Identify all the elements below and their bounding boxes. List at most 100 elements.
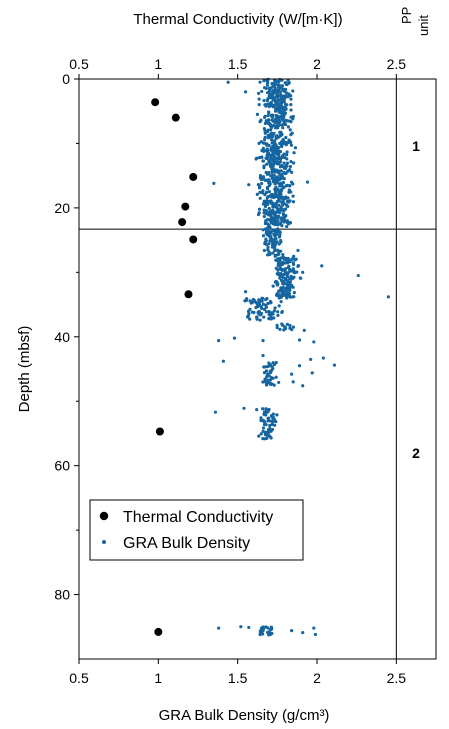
gra-bulk-density-point <box>276 227 280 231</box>
gra-bulk-density-point <box>282 272 286 276</box>
gra-bulk-density-point <box>279 169 283 173</box>
gra-bulk-density-point <box>270 170 274 174</box>
gra-bulk-density-point <box>283 111 288 115</box>
gra-bulk-density-point <box>270 115 275 119</box>
gra-bulk-density-point <box>270 427 275 432</box>
gra-bulk-density-point <box>269 301 273 305</box>
bottom-axis-tick-label: 2.5 <box>387 670 407 686</box>
gra-bulk-density-point <box>269 436 273 440</box>
gra-bulk-density-point <box>279 267 283 271</box>
gra-bulk-density-point <box>275 326 279 330</box>
gra-bulk-density-point <box>213 410 218 414</box>
gra-bulk-density-point <box>274 136 278 141</box>
gra-bulk-density-point <box>282 100 287 104</box>
gra-bulk-density-point <box>284 203 289 207</box>
gra-bulk-density-point <box>261 202 266 206</box>
gra-bulk-density-point <box>283 94 288 98</box>
gra-bulk-density-point <box>266 419 270 423</box>
gra-bulk-density-point <box>280 309 284 314</box>
gra-bulk-density-point <box>275 240 279 244</box>
gra-bulk-density-point <box>277 304 281 308</box>
bottom-axis-title: GRA Bulk Density (g/cm³) <box>159 707 330 724</box>
gra-bulk-density-point <box>264 422 268 427</box>
gra-bulk-density-point <box>246 315 250 319</box>
gra-bulk-density-point <box>265 297 269 301</box>
gra-bulk-density-point <box>281 252 285 257</box>
gra-bulk-density-point <box>273 159 278 164</box>
y-axis-tick-label: 20 <box>54 200 70 216</box>
gra-bulk-density-point <box>290 629 294 633</box>
gra-bulk-density-point <box>285 219 289 223</box>
gra-bulk-density-point <box>276 214 281 218</box>
gra-bulk-density-point <box>273 245 277 249</box>
gra-bulk-density-point <box>310 371 314 375</box>
legend-marker-gra-bulk-density <box>102 540 106 544</box>
gra-bulk-density-point <box>298 276 302 280</box>
gra-bulk-density-point <box>287 138 291 142</box>
gra-bulk-density-point <box>267 316 271 321</box>
gra-bulk-density-point <box>277 195 282 200</box>
gra-bulk-density-point <box>282 114 286 119</box>
unit-label-1: 1 <box>412 138 420 154</box>
gra-bulk-density-point <box>267 364 271 368</box>
gra-bulk-density-point <box>284 277 288 281</box>
gra-bulk-density-point <box>292 151 296 155</box>
gra-bulk-density-point <box>247 183 251 187</box>
gra-bulk-density-point <box>267 361 271 365</box>
gra-bulk-density-point <box>265 227 269 231</box>
gra-bulk-density-point <box>264 149 268 153</box>
gra-bulk-density-point <box>276 89 280 93</box>
gra-bulk-density-point <box>261 426 266 430</box>
gra-bulk-density-point <box>278 90 283 94</box>
gra-bulk-density-point <box>271 204 275 209</box>
gra-bulk-density-point <box>291 325 295 329</box>
gra-bulk-density-point <box>268 217 273 221</box>
gra-bulk-density-point <box>268 92 272 96</box>
gra-bulk-density-point <box>261 632 265 636</box>
gra-bulk-density-point <box>226 80 230 84</box>
gra-bulk-density-point <box>312 626 316 630</box>
gra-bulk-density-point <box>263 135 267 139</box>
gra-bulk-density-point <box>290 328 294 332</box>
gra-bulk-density-point <box>276 271 280 275</box>
gra-bulk-density-point <box>264 199 269 203</box>
gra-bulk-density-point <box>268 213 272 217</box>
bottom-axis-tick-label: 1 <box>154 670 162 686</box>
gra-bulk-density-point <box>276 262 281 266</box>
gra-bulk-density-point <box>279 174 283 178</box>
gra-bulk-density-point <box>258 318 262 322</box>
gra-bulk-density-point <box>264 190 269 194</box>
gra-bulk-density-point <box>279 288 283 292</box>
gra-bulk-density-point <box>289 159 293 164</box>
gra-bulk-density-point <box>265 102 270 106</box>
gra-bulk-density-point <box>282 257 286 261</box>
gra-bulk-density-point <box>281 219 285 223</box>
gra-bulk-density-point <box>290 170 294 174</box>
gra-bulk-density-point <box>268 378 273 382</box>
gra-bulk-density-point <box>217 626 221 630</box>
gra-bulk-density-point <box>279 278 284 283</box>
gra-bulk-density-point <box>257 211 261 215</box>
gra-bulk-density-point <box>264 413 268 417</box>
gra-bulk-density-point <box>284 135 288 140</box>
gra-bulk-density-point <box>262 248 266 253</box>
gra-bulk-density-point <box>262 307 267 311</box>
gra-bulk-density-point <box>271 201 275 205</box>
gra-bulk-density-point <box>287 183 292 188</box>
gra-bulk-density-point <box>286 125 291 129</box>
gra-bulk-density-point <box>302 328 306 332</box>
gra-bulk-density-point <box>267 86 271 90</box>
gra-bulk-density-point <box>289 180 294 184</box>
gra-bulk-density-point <box>296 263 301 268</box>
gra-bulk-density-point <box>266 97 270 101</box>
gra-bulk-density-point <box>270 141 274 145</box>
gra-bulk-density-point <box>243 299 247 303</box>
gra-bulk-density-point <box>277 203 281 207</box>
gra-bulk-density-point <box>282 152 286 156</box>
gra-bulk-density-point <box>265 153 269 157</box>
gra-bulk-density-point <box>277 199 281 203</box>
gra-bulk-density-point <box>268 122 272 126</box>
gra-bulk-density-point <box>268 382 272 386</box>
gra-bulk-density-point <box>270 81 274 86</box>
